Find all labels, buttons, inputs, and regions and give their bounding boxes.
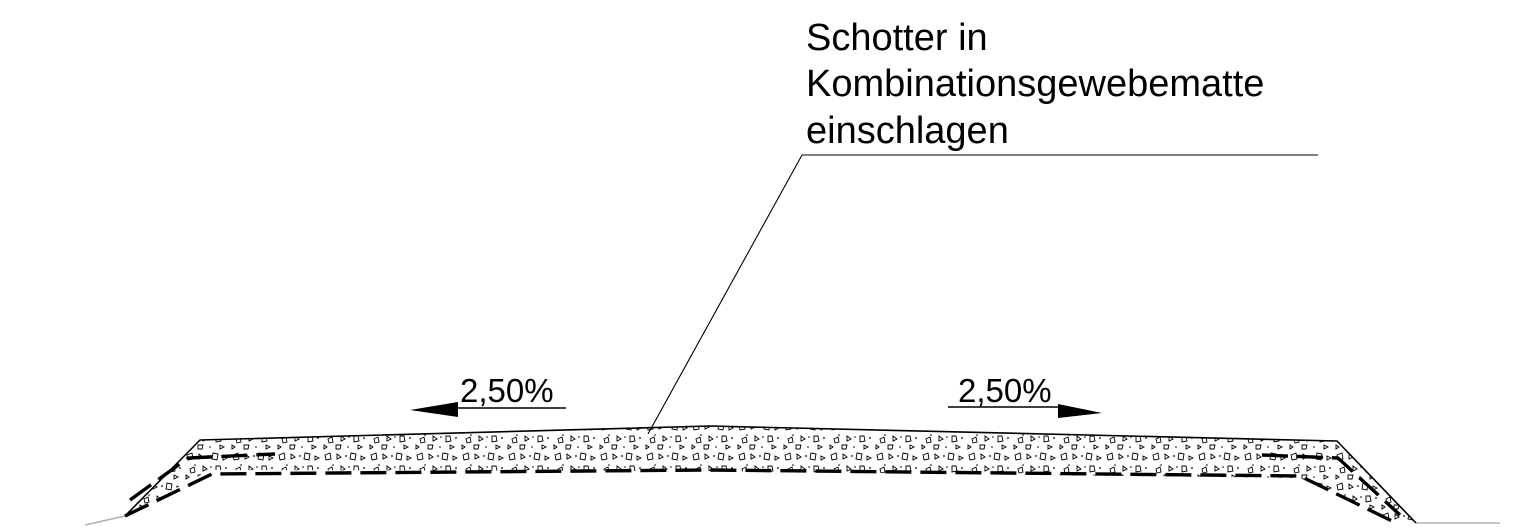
gravel-layer [125,426,1416,523]
slope-label-right: 2,50% [958,372,1052,409]
geotextile-mat-fold-left [129,452,276,502]
geotextile-mat-fold-right [1261,453,1402,517]
slope-indicator-left: 2,50% [410,372,566,417]
geotextile-mat-bottom [124,468,1393,523]
ground-line-left [84,515,126,526]
annotation-line-1: Schotter in [806,17,988,59]
annotation-line-3: einschlagen [806,110,1009,152]
slope-indicator-right: 2,50% [948,372,1102,418]
slope-label-left: 2,50% [460,372,554,409]
annotation-line-2: Kombinationsgewebematte [806,63,1264,105]
annotation-leader-line [647,154,1318,435]
